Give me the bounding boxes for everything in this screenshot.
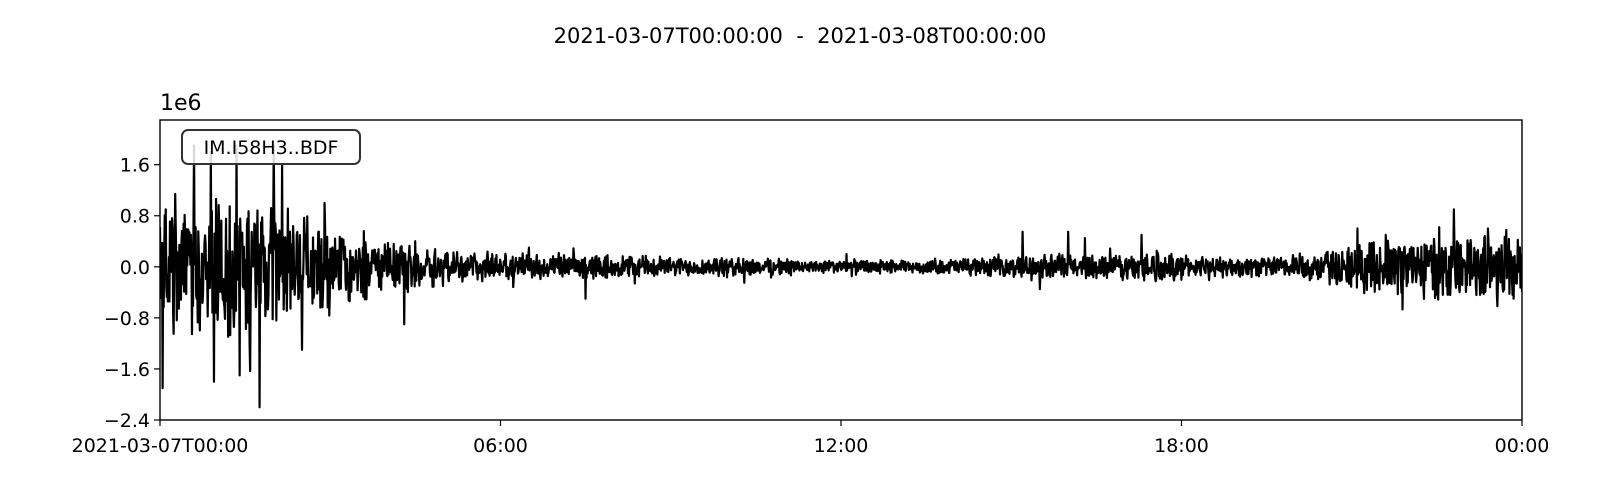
y-tick-label: −0.8 <box>104 308 150 330</box>
x-tick-label: 18:00 <box>1154 435 1209 457</box>
axes-layer: 1.6 0.8 0.0 −0.8 −1.6 −2.4 2021-03-07T00:00 06:… <box>72 91 1550 457</box>
chart-title: 2021-03-07T00:00:00 - 2021-03-08T00:00:0… <box>553 24 1047 48</box>
y-tick-label: 0.0 <box>120 257 150 279</box>
trace-label: IM.I58H3..BDF <box>181 129 361 165</box>
x-tick-label: 06:00 <box>473 435 528 457</box>
waveform-line <box>160 144 1522 409</box>
y-offset-text: 1e6 <box>160 91 202 116</box>
x-tick-label: 00:00 <box>1495 435 1550 457</box>
waveform-trace-layer <box>160 144 1522 409</box>
y-tick-label: −1.6 <box>104 359 150 381</box>
trace-label-box <box>181 129 361 165</box>
y-tick-label: −2.4 <box>104 410 150 432</box>
trace-label-text: IM.I58H3..BDF <box>204 137 339 159</box>
x-tick-label: 12:00 <box>814 435 869 457</box>
y-tick-label: 1.6 <box>120 155 150 177</box>
y-tick-label: 0.8 <box>120 206 150 228</box>
x-tick-label: 2021-03-07T00:00 <box>72 435 249 457</box>
